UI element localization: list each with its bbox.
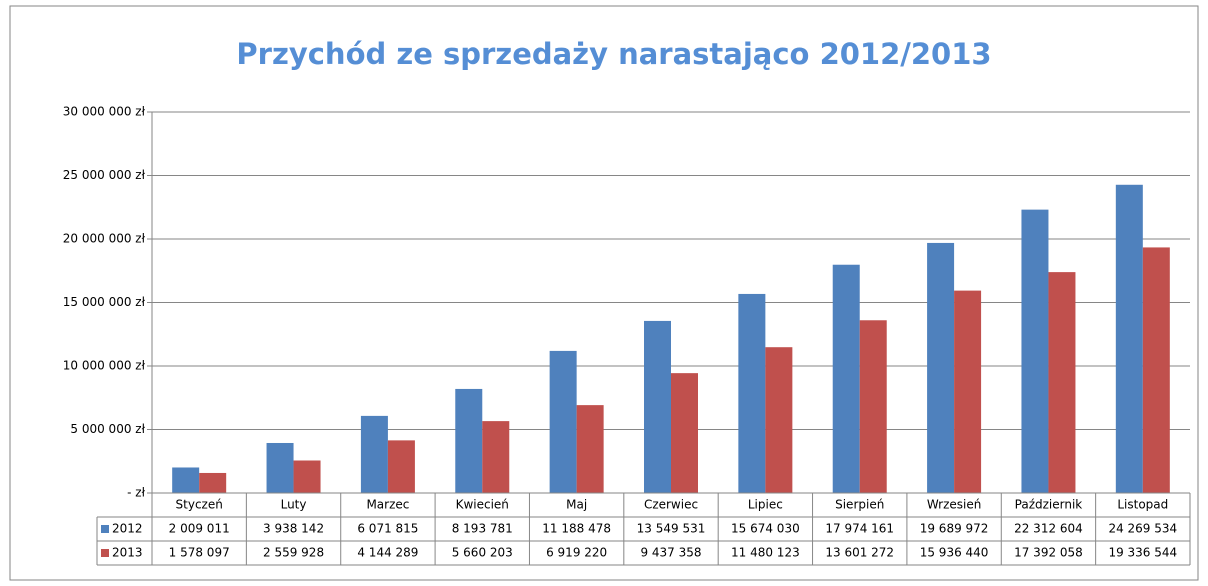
x-tick-label: Marzec [366, 498, 409, 512]
bar [387, 440, 415, 493]
bar [1048, 272, 1076, 493]
data-table-value: 8 193 781 [452, 522, 513, 536]
data-table-value: 11 188 478 [542, 522, 611, 536]
data-table-value: 15 936 440 [920, 546, 989, 560]
x-tick-label: Lipiec [748, 498, 783, 512]
x-tick-label: Maj [566, 498, 587, 512]
data-table-value: 6 071 815 [357, 522, 418, 536]
data-table-value: 1 578 097 [169, 546, 230, 560]
bar [576, 405, 604, 493]
data-table-value: 22 312 604 [1014, 522, 1083, 536]
bar [455, 388, 483, 493]
data-table-value: 24 269 534 [1108, 522, 1177, 536]
data-table-value: 2 559 928 [263, 546, 324, 560]
data-table-value: 9 437 358 [640, 546, 701, 560]
x-tick-label: Kwiecień [456, 498, 509, 512]
bar [954, 290, 982, 493]
data-table-value: 5 660 203 [452, 546, 513, 560]
bar [859, 320, 887, 493]
bar [549, 350, 577, 493]
bar [482, 421, 510, 493]
data-table-value: 19 336 544 [1108, 546, 1177, 560]
bar [738, 293, 766, 493]
y-tick-label: 20 000 000 zł [63, 232, 146, 246]
bar [1142, 247, 1170, 493]
y-tick-label: 5 000 000 zł [70, 422, 145, 436]
x-tick-label: Czerwiec [644, 498, 698, 512]
bar [360, 415, 388, 493]
bar [644, 320, 671, 493]
bar [199, 472, 227, 493]
x-tick-label: Listopad [1117, 498, 1168, 512]
data-table-value: 13 601 272 [825, 546, 894, 560]
data-table-value: 4 144 289 [357, 546, 418, 560]
chart-title: Przychód ze sprzedaży narastająco 2012/2… [236, 37, 991, 71]
x-tick-label: Październik [1015, 498, 1083, 512]
legend-label: 2012 [112, 522, 143, 536]
y-tick-label: 30 000 000 zł [63, 105, 146, 119]
chart-border [9, 5, 1199, 581]
legend-label: 2013 [112, 546, 143, 560]
bar [172, 467, 200, 493]
data-table-value: 2 009 011 [169, 522, 230, 536]
data-table-value: 15 674 030 [731, 522, 800, 536]
bar [1021, 209, 1049, 493]
data-table-value: 19 689 972 [920, 522, 989, 536]
y-tick-label: 15 000 000 zł [63, 295, 146, 309]
bar [266, 442, 294, 493]
bar [293, 460, 321, 493]
bar [671, 373, 698, 493]
data-table-value: 11 480 123 [731, 546, 800, 560]
data-table-value: 17 392 058 [1014, 546, 1083, 560]
bar [832, 264, 860, 493]
data-table-value: 17 974 161 [825, 522, 894, 536]
legend-key [101, 549, 109, 557]
bar [927, 242, 955, 493]
y-tick-label: 10 000 000 zł [63, 359, 146, 373]
y-tick-label: 25 000 000 zł [63, 168, 146, 182]
data-table-value: 6 919 220 [546, 546, 607, 560]
data-table-value: 3 938 142 [263, 522, 324, 536]
data-table-value: 13 549 531 [637, 522, 706, 536]
bar [1115, 184, 1143, 493]
bar [765, 347, 793, 493]
x-tick-label: Styczeń [176, 498, 223, 512]
legend-key [101, 525, 109, 533]
x-tick-label: Sierpień [835, 498, 884, 512]
y-tick-label: - zł [127, 486, 145, 500]
x-tick-label: Luty [281, 498, 307, 512]
x-tick-label: Wrzesień [927, 498, 982, 512]
